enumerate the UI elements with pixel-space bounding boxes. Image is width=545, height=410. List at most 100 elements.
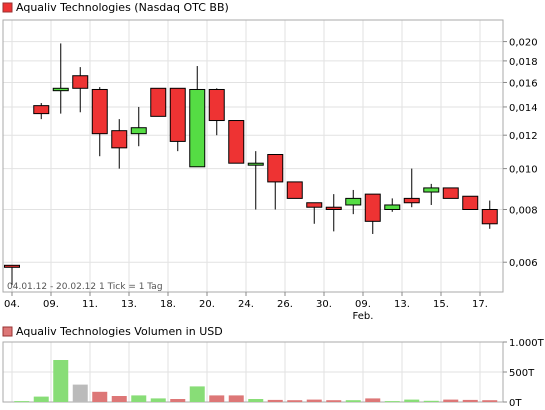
candle [208, 88, 225, 136]
x-tick-label: 30. [316, 299, 332, 310]
candle [481, 200, 498, 229]
candle-body [33, 105, 50, 115]
price-y-tick-label: 0,018 [509, 57, 538, 68]
volume-bar [306, 399, 322, 402]
price-panel: Aqualiv Technologies (Nasdaq OTC BB) 0,0… [2, 1, 538, 322]
candle-body [286, 181, 303, 199]
price-plot-frame [2, 19, 504, 293]
x-axis: 04. 09. 11. 13. 18. 20. 24. 26. 30. 09.Feb.13. 15.… [4, 292, 488, 322]
candle-body [189, 88, 206, 168]
volume-bar [287, 400, 303, 402]
volume-bar [111, 396, 127, 402]
candle-body [72, 75, 89, 89]
volume-bar [14, 401, 30, 403]
candle [423, 183, 440, 205]
x-tick-label: 09. [355, 299, 371, 310]
candle [150, 87, 167, 117]
candle-body [130, 127, 147, 135]
candle [247, 151, 264, 210]
candle [267, 154, 284, 210]
volume-bar [326, 400, 342, 402]
candle-body [247, 162, 264, 166]
candle [442, 187, 459, 199]
volume-chart-title: Aqualiv Technologies Volumen in USD [16, 325, 223, 338]
volume-bar [248, 399, 264, 402]
candle-body [306, 202, 323, 208]
volume-panel: Aqualiv Technologies Volumen in USD 0T 50… [2, 325, 545, 409]
volume-bar [72, 384, 88, 402]
candle-body [4, 264, 20, 268]
volume-bar [53, 360, 69, 402]
volume-bar [423, 400, 439, 402]
volume-bar [443, 399, 459, 402]
price-y-tick-label: 0,020 [509, 38, 538, 49]
x-tick-label: 11. [82, 299, 98, 310]
volume-y-tick-label: 500T [509, 368, 535, 379]
candle [111, 119, 128, 169]
price-y-axis: 0,006 0,008 0,010 0,012 0,014 0,016 0,018 0,020 [503, 38, 538, 269]
price-legend-swatch [2, 2, 13, 13]
volume-legend-swatch [2, 326, 13, 337]
volume-y-tick-label: 0T [509, 398, 522, 409]
volume-bar [384, 401, 400, 403]
candle [228, 120, 245, 164]
x-tick-sublabel: Feb. [353, 311, 374, 322]
price-y-tick-label: 0,008 [509, 205, 538, 216]
candle-body [52, 87, 69, 92]
candle-body [91, 88, 108, 135]
candle [189, 66, 206, 168]
price-y-tick-label: 0,010 [509, 165, 538, 176]
volume-bar [92, 391, 108, 402]
price-y-tick-label: 0,014 [509, 103, 538, 114]
x-tick-label: 18. [160, 299, 176, 310]
candle-body [384, 204, 401, 210]
volume-bar [345, 400, 361, 402]
price-grid [3, 20, 503, 292]
candle-body [442, 187, 459, 199]
volume-bar [462, 399, 478, 402]
volume-bar [131, 395, 147, 402]
candle-body [345, 197, 362, 206]
candle [325, 194, 342, 232]
candle [364, 193, 381, 234]
volume-bar [365, 398, 381, 402]
candle [462, 195, 479, 210]
volume-bar [170, 399, 186, 402]
price-y-tick-label: 0,006 [509, 258, 538, 269]
x-tick-label: 24. [238, 299, 254, 310]
candle [345, 189, 362, 215]
x-tick-label: 20. [199, 299, 215, 310]
volume-bar [267, 399, 283, 402]
candle-body [111, 130, 128, 149]
price-y-tick-label: 0,012 [509, 131, 538, 142]
candle-body [150, 87, 167, 117]
candle-body [228, 120, 245, 164]
candle [33, 103, 50, 120]
volume-bar [189, 386, 205, 402]
candle-body [267, 154, 284, 183]
volume-bar [228, 395, 244, 402]
volume-bar [209, 395, 225, 402]
candle [286, 181, 303, 199]
volume-bar [33, 396, 49, 402]
candle [52, 43, 69, 114]
candle [306, 202, 323, 224]
candle [403, 168, 420, 208]
candle-body [208, 88, 225, 122]
x-tick-label: 13. [121, 299, 137, 310]
x-tick-label: 17. [472, 299, 488, 310]
x-tick-label: 13. [394, 299, 410, 310]
candle-body [462, 195, 479, 210]
candle-body [423, 187, 440, 193]
x-tick-label: 26. [277, 299, 293, 310]
volume-bars [14, 360, 498, 403]
price-candles [4, 43, 498, 285]
candle-body [364, 193, 381, 222]
volume-bar [404, 399, 420, 402]
candle-body [325, 206, 342, 210]
date-range-note: 04.01.12 - 20.02.12 1 Tick = 1 Tag [7, 282, 163, 292]
candle [130, 106, 147, 147]
price-chart-title: Aqualiv Technologies (Nasdaq OTC BB) [16, 1, 229, 14]
candle [72, 67, 89, 113]
